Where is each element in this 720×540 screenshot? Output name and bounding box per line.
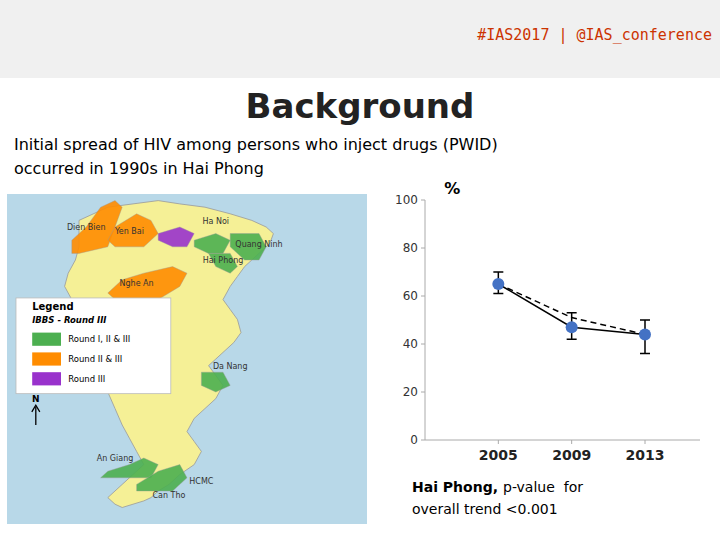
map-sea (7, 194, 367, 524)
map-region (201, 372, 230, 392)
x-tick-label: 2009 (552, 447, 591, 463)
map-legend-entry: Round II & III (68, 354, 122, 364)
map-label: HCMC (189, 477, 214, 486)
y-tick-label: 80 (403, 241, 418, 255)
y-tick-label: 20 (403, 385, 418, 399)
map-label: Nghe An (120, 279, 154, 288)
x-axis-line (425, 440, 700, 441)
background (0, 0, 720, 540)
y-tick (421, 296, 425, 297)
y-tick-label: 40 (403, 337, 418, 351)
subtitle: occurred in 1990s in Hai Phong (14, 159, 264, 178)
chart: 0 20 40 60 80 100 2005 2009 2013% (395, 179, 700, 463)
y-tick (421, 248, 425, 249)
y-tick-label: 0 (410, 433, 418, 447)
map-label: Ha Noi (203, 217, 230, 226)
map: Dien Bien Yen Bai Ha Noi Quang Ninh Hai Phon… (7, 194, 367, 524)
x-tick-label: 2013 (626, 447, 665, 463)
data-point (492, 278, 504, 290)
map-legend-subtitle: IBBS - Round III (32, 315, 106, 325)
y-tick (421, 440, 425, 441)
map-region (194, 234, 230, 254)
y-tick (421, 200, 425, 201)
header-text: #IAS2017 | @IAS_conference (477, 26, 712, 44)
caption: overall trend <0.001 (412, 501, 558, 517)
y-axis-line (425, 200, 426, 440)
x-tick (645, 440, 646, 444)
north-arrow-head (32, 405, 40, 412)
caption: Hai Phong, p-value for (412, 479, 583, 495)
map-label: Quang Ninh (235, 240, 282, 249)
header-band (0, 0, 720, 78)
series-line (498, 284, 645, 334)
data-point (566, 321, 578, 333)
data-point (639, 328, 651, 340)
x-tick-label: 2005 (479, 447, 518, 463)
y-tick (421, 344, 425, 345)
map-region (108, 214, 158, 247)
page: #IAS2017 | @IAS_conference Background Init… (0, 0, 720, 540)
caption-bold: Hai Phong, (412, 479, 498, 495)
map-legend-swatch (32, 352, 61, 365)
map-legend-swatch (32, 372, 61, 385)
subtitle: Initial spread of HIV among persons who … (14, 135, 498, 154)
y-axis-label: % (444, 179, 460, 198)
x-tick (498, 440, 499, 444)
map-legend-entry: Round III (68, 374, 105, 384)
map-label: Dien Bien (67, 223, 106, 232)
map-legend-title: Legend (32, 301, 73, 312)
caption-normal: p-value for (503, 479, 583, 495)
north-label: N (32, 394, 40, 404)
map-legend-box (16, 298, 171, 394)
map-label: Da Nang (213, 362, 248, 371)
north-arrow (35, 407, 36, 425)
series-line (498, 284, 645, 334)
y-tick-label: 60 (403, 289, 418, 303)
title: Background (246, 86, 475, 126)
y-tick (421, 392, 425, 393)
map-label: Can Tho (153, 491, 186, 500)
map-label: Hai Phong (203, 256, 244, 265)
map-region (108, 267, 187, 300)
map-legend-entry: Round I, II & III (68, 334, 130, 344)
x-tick (571, 440, 572, 444)
error-bar (493, 272, 503, 294)
y-tick-label: 100 (395, 193, 418, 207)
error-bar (640, 320, 650, 354)
error-bar (567, 313, 577, 339)
plot-data (492, 272, 651, 354)
map-label: An Giang (97, 454, 134, 463)
map-legend-swatch (32, 333, 61, 346)
map-label: Yen Bai (114, 227, 144, 236)
map-region (137, 465, 187, 491)
map-region (158, 227, 194, 247)
